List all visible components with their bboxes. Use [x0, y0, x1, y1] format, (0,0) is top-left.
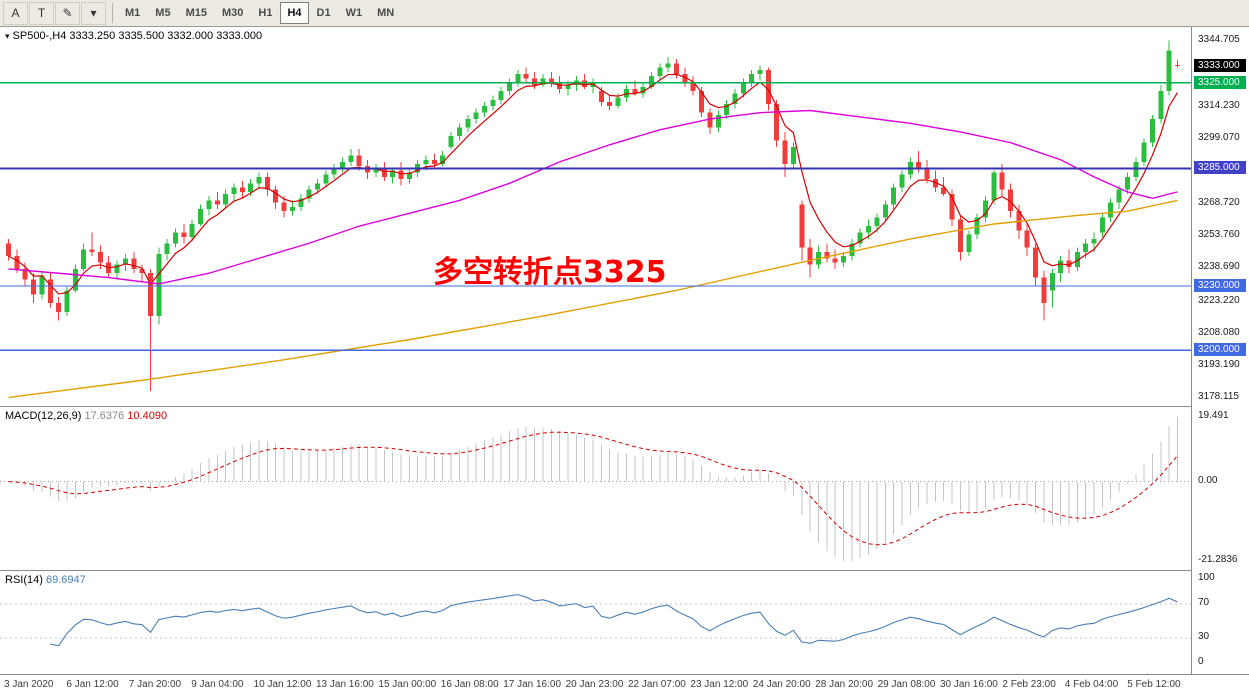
- time-axis-label: 23 Jan 12:00: [690, 679, 749, 690]
- drawing-tools-group: A T ✎ ▾: [3, 1, 107, 25]
- chart-header: ▾ SP500-,H4 3333.250 3335.500 3332.000 33…: [5, 30, 262, 42]
- time-axis[interactable]: 3 Jan 2020 6 Jan 12:00 7 Jan 20:00 9 Jan 04…: [0, 674, 1249, 697]
- timeframe-m15[interactable]: M15: [185, 7, 207, 19]
- time-axis-label: 9 Jan 04:00: [191, 679, 244, 690]
- price-axis[interactable]: 3344.705 3314.230 3299.070 3268.720 3253.760…: [1191, 27, 1249, 674]
- main-chart-panel[interactable]: ▾ SP500-,H4 3333.250 3335.500 3332.000 33…: [0, 27, 1249, 406]
- rsi-label: RSI(14): [5, 574, 43, 586]
- rsi-axis-label: 70: [1198, 597, 1210, 609]
- macd-header: MACD(12,26,9) 17.6376 10.4090: [5, 410, 167, 422]
- macd-axis-label: 19.491: [1198, 410, 1229, 421]
- price-chart-plot[interactable]: [0, 27, 1249, 406]
- time-axis-label: 20 Jan 23:00: [565, 679, 624, 690]
- draw-tool[interactable]: ✎: [55, 1, 80, 25]
- price-badge: 3325.000: [1194, 75, 1246, 89]
- price-badge: 3230.000: [1194, 279, 1246, 293]
- price-tick: 3253.760: [1198, 229, 1240, 241]
- price-tick: 3268.720: [1198, 197, 1240, 209]
- timeframe-d1[interactable]: D1: [316, 7, 331, 19]
- chart-annotation-text[interactable]: 多空转折点3325: [433, 255, 667, 290]
- price-tick: 3238.690: [1198, 261, 1240, 273]
- candles: [6, 40, 1180, 392]
- time-axis-label: 6 Jan 12:00: [66, 679, 119, 690]
- macd-plot[interactable]: [0, 407, 1249, 570]
- price-tick: 3344.705: [1198, 34, 1240, 46]
- time-axis-label: 22 Jan 07:00: [628, 679, 686, 690]
- text-tool[interactable]: T: [29, 1, 54, 25]
- time-axis-label: 15 Jan 00:00: [378, 679, 437, 690]
- rsi-plot[interactable]: [0, 571, 1249, 674]
- rsi-header: RSI(14) 69.6947: [5, 574, 86, 586]
- timeframe-m30[interactable]: M30: [221, 7, 244, 19]
- timeframe-m5[interactable]: M5: [155, 7, 171, 19]
- macd-histogram: [16, 417, 1178, 561]
- time-axis-label: 24 Jan 20:00: [752, 679, 811, 690]
- time-axis-label: 17 Jan 16:00: [503, 679, 562, 690]
- rsi-axis-label: 100: [1198, 572, 1215, 583]
- time-axis-label: 5 Feb 12:00: [1127, 679, 1181, 690]
- price-tick: 3314.230: [1198, 99, 1240, 111]
- price-badge: 3333.000: [1194, 58, 1246, 72]
- price-tick: 3193.190: [1198, 358, 1240, 370]
- time-axis-label: 16 Jan 08:00: [440, 679, 499, 690]
- macd-label: MACD(12,26,9): [5, 410, 82, 422]
- medium-ma-line: [8, 109, 1178, 285]
- macd-panel[interactable]: MACD(12,26,9) 17.6376 10.4090: [0, 406, 1249, 570]
- time-axis-label: 13 Jan 16:00: [316, 679, 374, 690]
- chart-dropdown-icon[interactable]: ▾: [5, 31, 10, 41]
- toolbar-separator: [112, 3, 113, 23]
- price-badge: 3285.000: [1194, 161, 1246, 175]
- toolbar: A T ✎ ▾ M1 M5 M15 M30 H1 H4 D1 W1 MN: [0, 0, 1249, 27]
- timeframe-h4[interactable]: H4: [280, 2, 309, 24]
- timeframe-mn[interactable]: MN: [377, 7, 395, 19]
- timeframe-buttons-group: M1 M5 M15 M30 H1 H4 D1 W1 MN: [118, 2, 402, 24]
- time-axis-label: 30 Jan 16:00: [940, 679, 998, 690]
- font-tool[interactable]: A: [3, 1, 28, 25]
- timeframe-h1[interactable]: H1: [258, 7, 273, 19]
- price-tick: 3208.080: [1198, 327, 1240, 339]
- rsi-line: [50, 594, 1178, 647]
- macd-main-value: 17.6376: [84, 410, 125, 422]
- macd-axis-label: 0.00: [1198, 474, 1218, 486]
- tool-dropdown[interactable]: ▾: [81, 1, 106, 25]
- rsi-panel[interactable]: RSI(14) 69.6947: [0, 570, 1249, 674]
- chart-ohlc-text: SP500-,H4 3333.250 3335.500 3332.000 333…: [12, 30, 263, 42]
- rsi-axis-label: 30: [1198, 630, 1210, 642]
- time-axis-label: 29 Jan 08:00: [877, 679, 936, 690]
- timeframe-w1[interactable]: W1: [345, 7, 363, 19]
- time-axis-label: 28 Jan 20:00: [815, 679, 874, 690]
- slow-ma-line: [8, 199, 1178, 399]
- macd-axis-label: -21.2836: [1198, 554, 1238, 565]
- timeframe-m1[interactable]: M1: [125, 7, 141, 19]
- price-tick: 3299.070: [1198, 132, 1240, 144]
- fast-ma-line: [8, 73, 1179, 295]
- time-axis-label: 7 Jan 20:00: [128, 679, 182, 690]
- rsi-value: 69.6947: [45, 574, 86, 586]
- time-axis-label: 2 Feb 23:00: [1002, 679, 1056, 690]
- macd-signal-value: 10.4090: [127, 410, 168, 422]
- price-badge: 3200.000: [1194, 343, 1246, 357]
- macd-signal-line: [8, 431, 1178, 546]
- time-axis-label: 10 Jan 12:00: [253, 679, 312, 690]
- time-axis-label: 3 Jan 2020: [4, 679, 54, 690]
- rsi-axis-label: 0: [1198, 656, 1204, 667]
- price-tick: 3223.220: [1198, 294, 1240, 306]
- price-tick: 3178.115: [1198, 391, 1239, 403]
- time-axis-label: 4 Feb 04:00: [1064, 679, 1119, 690]
